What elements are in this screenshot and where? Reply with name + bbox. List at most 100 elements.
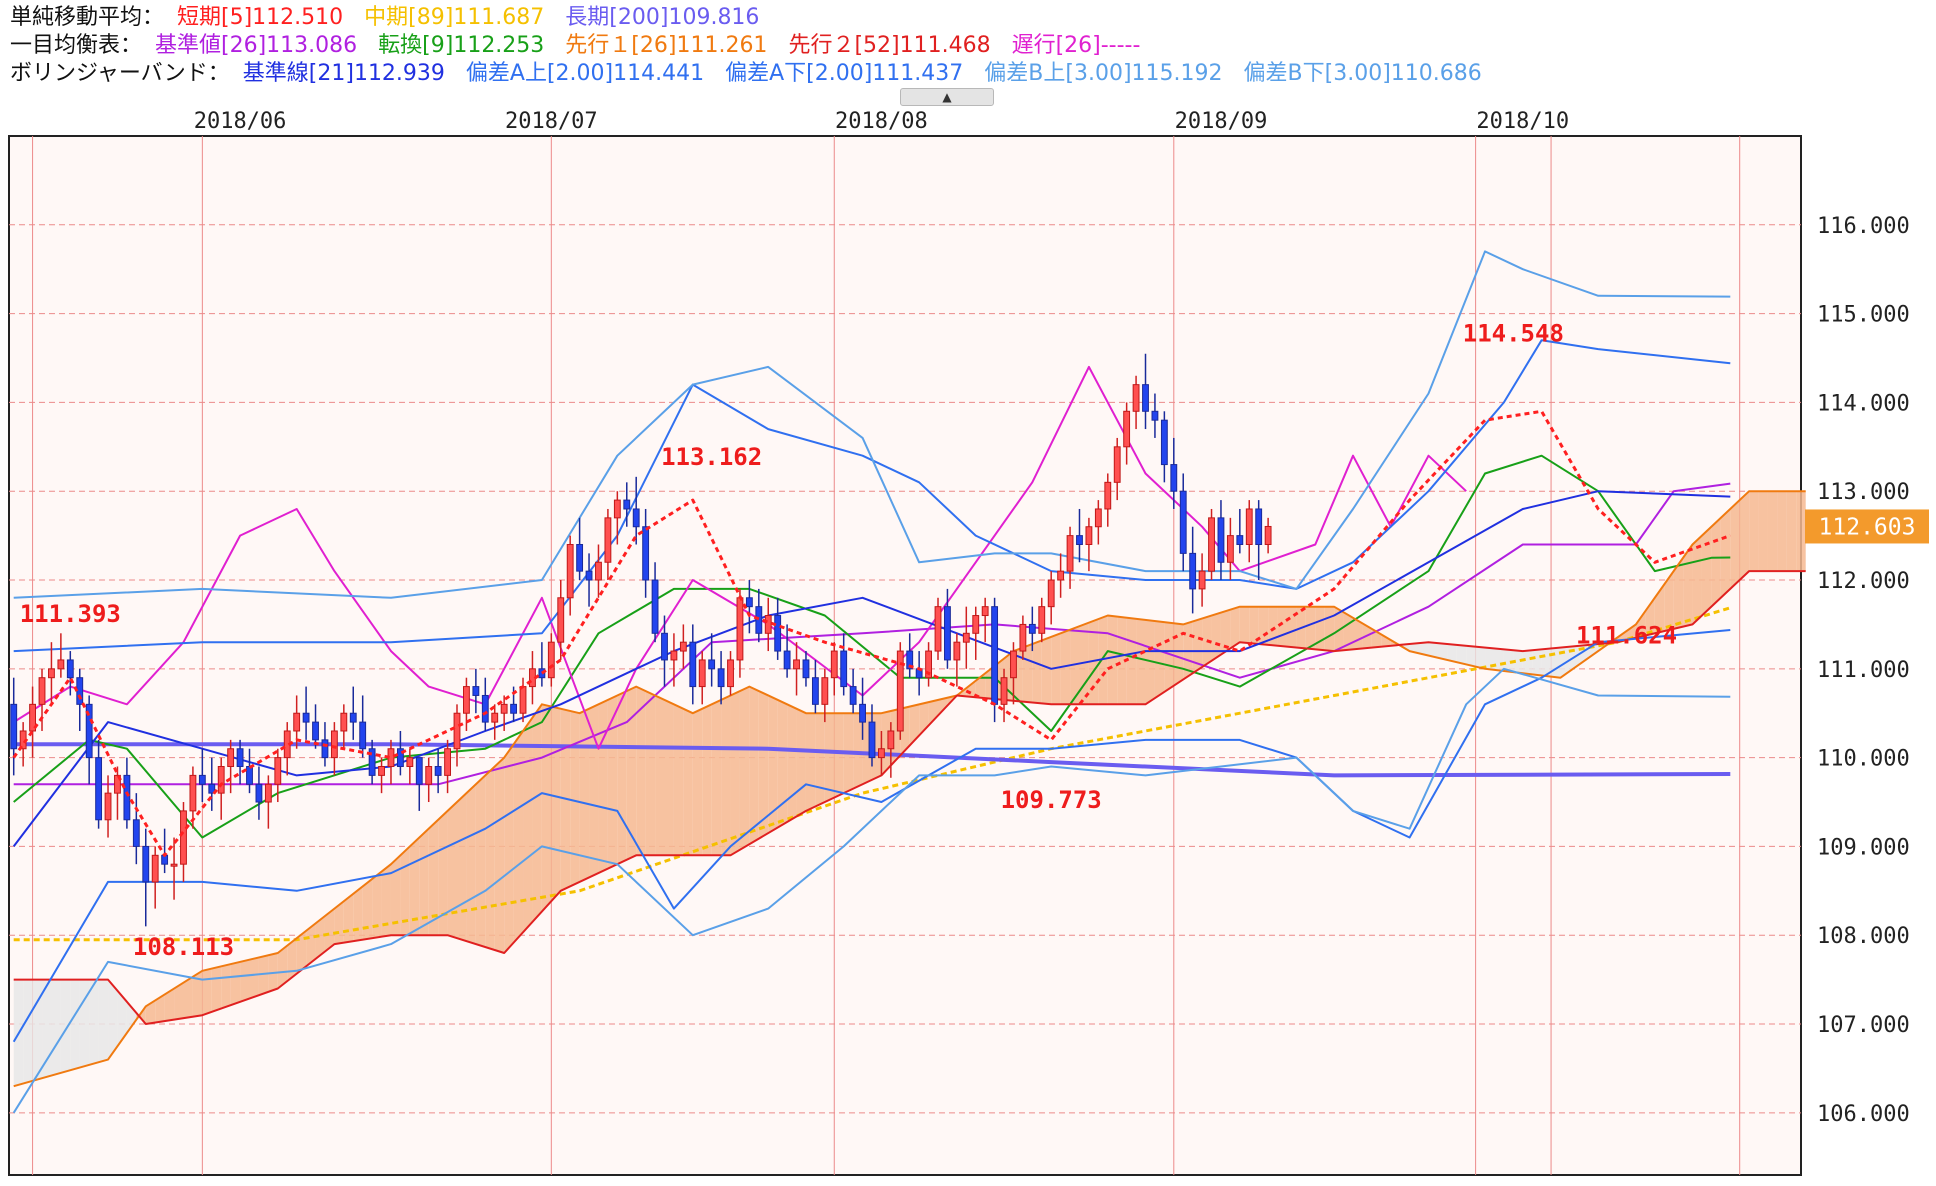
candle-body — [906, 650, 914, 670]
ichimoku-cloud — [1154, 621, 1165, 699]
x-tick-label: 2018/06 — [194, 109, 287, 134]
legend-item-bb-b-upper: 偏差B上[3.00]115.192 — [984, 61, 1223, 86]
candle-body — [840, 650, 848, 688]
ichimoku-cloud — [98, 979, 109, 1063]
ichimoku-cloud — [787, 704, 797, 823]
ichimoku-cloud — [1334, 606, 1344, 652]
candle-body — [547, 641, 555, 679]
ichimoku-cloud — [202, 968, 212, 1016]
candle-body — [48, 668, 55, 679]
ichimoku-cloud — [117, 990, 127, 1047]
ichimoku-cloud — [126, 1001, 137, 1033]
ichimoku-cloud — [532, 704, 542, 922]
ichimoku-cloud — [617, 691, 627, 865]
ichimoku-cloud — [1419, 642, 1429, 656]
x-tick-label: 2018/08 — [835, 109, 928, 134]
ichimoku-cloud — [1701, 526, 1712, 616]
ichimoku-cloud — [192, 970, 203, 1017]
candle-body — [321, 739, 329, 759]
ichimoku-cloud — [560, 708, 571, 891]
ichimoku-cloud — [655, 695, 665, 856]
ichimoku-cloud — [221, 964, 231, 1009]
ichimoku-cloud — [381, 864, 391, 937]
ichimoku-cloud — [494, 757, 505, 953]
candle-body — [472, 686, 480, 696]
candle-body — [1179, 490, 1187, 554]
price-annotation: 111.393 — [20, 600, 121, 628]
candle-body — [151, 854, 159, 883]
candle-body — [312, 721, 319, 741]
candle-body — [953, 641, 961, 661]
legend-row-sma: 単純移動平均： 短期[5]112.510 中期[89]111.687 長期[20… — [10, 4, 1910, 32]
candle-body — [1264, 525, 1272, 545]
candle-body — [1189, 552, 1197, 590]
ichimoku-cloud — [570, 711, 580, 887]
ichimoku-cloud — [240, 959, 250, 1002]
candle-body — [774, 615, 782, 652]
ichimoku-cloud — [1249, 606, 1259, 644]
candle-body — [208, 783, 216, 794]
ichimoku-cloud — [230, 961, 241, 1006]
candle-body — [981, 606, 989, 617]
candle-body — [302, 712, 310, 723]
candle-body — [1000, 677, 1008, 705]
ichimoku-cloud — [1730, 500, 1740, 589]
candle-body — [180, 810, 187, 865]
ichimoku-cloud — [636, 686, 646, 856]
candle-body — [991, 606, 999, 705]
ichimoku-cloud — [1635, 611, 1646, 638]
ichimoku-cloud — [1683, 544, 1693, 627]
ichimoku-cloud — [1145, 619, 1155, 705]
candle-body — [736, 597, 744, 661]
ichimoku-cloud — [541, 704, 552, 912]
candle-body — [236, 748, 244, 768]
candle-body — [500, 703, 508, 714]
ichimoku-cloud — [277, 945, 288, 989]
candle-body — [557, 597, 565, 643]
candle-body — [246, 766, 253, 785]
ichimoku-cloud — [1136, 618, 1146, 705]
legend-item-sma-long: 長期[200]109.816 — [565, 5, 760, 30]
price-annotation: 109.773 — [1001, 786, 1102, 814]
legend-collapse-button[interactable]: ▲ — [900, 88, 994, 106]
ichimoku-cloud — [1164, 622, 1174, 692]
x-tick-label: 2018/09 — [1175, 109, 1268, 134]
candle-body — [802, 659, 810, 679]
candle-body — [972, 615, 980, 634]
ichimoku-cloud — [1720, 508, 1731, 598]
legend-row-bollinger: ボリンジャーバンド： 基準線[21]112.939 偏差A上[2.00]114.… — [10, 60, 1910, 88]
price-chart[interactable]: 106.000 107.000 108.000 109.000 110.000 111.0… — [0, 106, 1936, 1186]
ichimoku-cloud — [692, 708, 703, 856]
candle-body — [1160, 419, 1168, 466]
ichimoku-cloud — [909, 704, 920, 746]
candle-body — [1208, 517, 1215, 572]
ichimoku-cloud — [796, 708, 806, 817]
candle-body — [1245, 508, 1253, 545]
indicator-line — [13, 250, 1731, 599]
ichimoku-cloud — [730, 691, 740, 856]
candle-body — [849, 686, 857, 705]
candle-body — [95, 757, 103, 821]
candle-body — [811, 677, 819, 705]
candle-body — [1019, 623, 1027, 652]
candle-body — [132, 819, 140, 847]
candle-body — [925, 650, 933, 679]
legend-prefix-sma: 単純移動平均： — [10, 5, 165, 30]
ichimoku-cloud — [1437, 643, 1448, 660]
ichimoku-cloud — [1758, 491, 1768, 572]
legend-row-ichimoku: 一目均衡表： 基準値[26]113.086 転換[9]112.253 先行１[2… — [10, 32, 1910, 60]
ichimoku-cloud — [1503, 649, 1514, 673]
ichimoku-cloud — [1107, 615, 1118, 705]
ichimoku-cloud — [777, 699, 788, 828]
ichimoku-cloud — [1126, 617, 1137, 705]
ichimoku-cloud — [607, 695, 618, 869]
candle-body — [38, 677, 46, 705]
candle-body — [368, 748, 376, 776]
candle-body — [708, 659, 716, 670]
y-tick-label: 109.000 — [1817, 835, 1910, 860]
ichimoku-cloud — [721, 695, 731, 856]
ichimoku-cloud — [758, 691, 769, 839]
x-tick-label: 2018/07 — [505, 109, 598, 134]
ichimoku-cloud — [664, 699, 674, 856]
ichimoku-cloud — [523, 717, 533, 933]
